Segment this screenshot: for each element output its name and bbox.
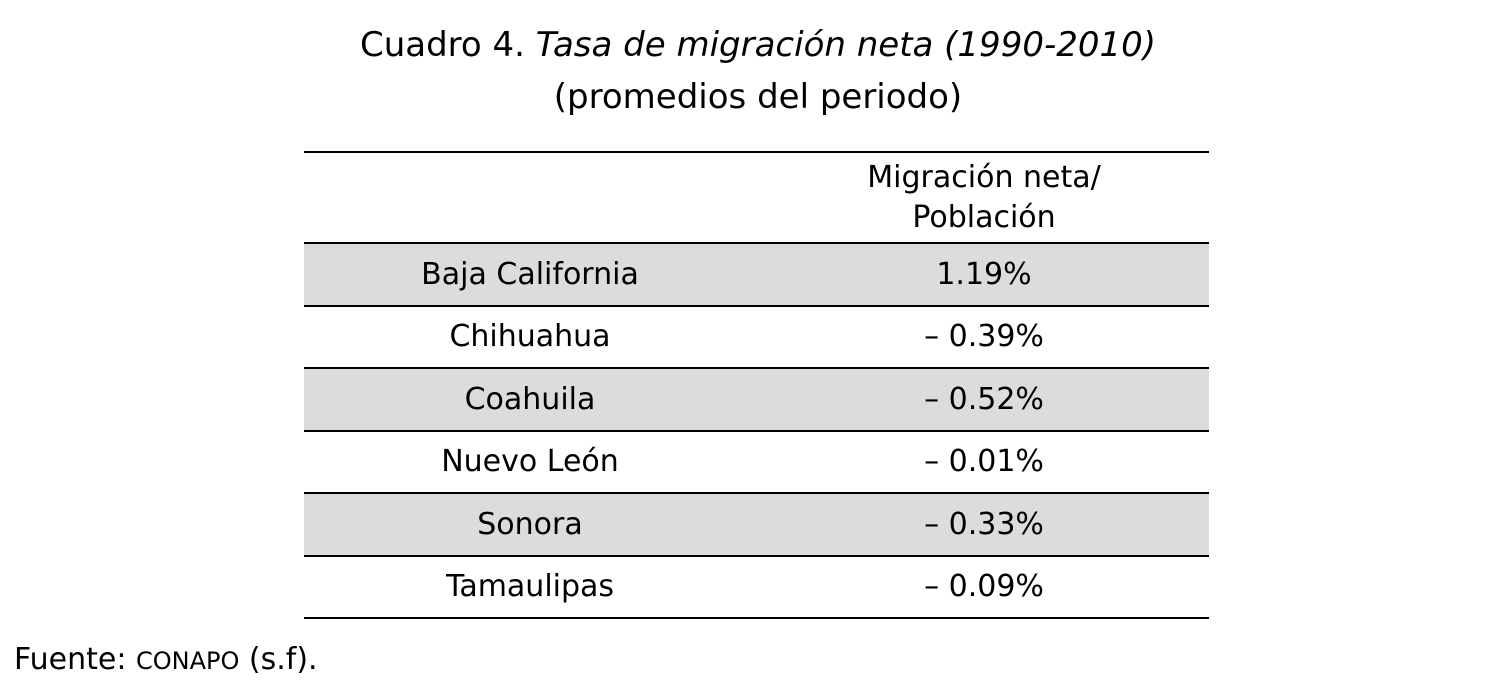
value-cell: – 0.52% — [924, 381, 1044, 417]
table-title: Cuadro 4. Tasa de migración neta (1990-2… — [0, 28, 1493, 62]
table-row: Chihuahua – 0.39% — [304, 307, 1209, 369]
table-row: Nuevo León – 0.01% — [304, 432, 1209, 494]
value-cell: – 0.09% — [924, 569, 1044, 605]
header-value-line1: Migración neta/ — [867, 159, 1101, 195]
table-row: Coahuila – 0.52% — [304, 369, 1209, 432]
value-cell: – 0.33% — [924, 506, 1044, 542]
title-prefix: Cuadro 4. — [359, 25, 525, 65]
source-label: Fuente: — [14, 642, 127, 677]
title-italic: Tasa de migración neta (1990-2010) — [535, 25, 1157, 65]
table-subtitle: (promedios del periodo) — [553, 77, 963, 117]
state-cell: Sonora — [477, 506, 583, 542]
state-cell: Nuevo León — [441, 444, 619, 480]
header-value: Migración neta/ Población — [756, 158, 1209, 238]
source-note: Fuente: CONAPO (s.f). — [14, 645, 318, 675]
table-row: Sonora – 0.33% — [304, 494, 1209, 557]
table-row: Baja California 1.19% — [304, 244, 1209, 307]
value-cell: 1.19% — [936, 256, 1032, 292]
header-value-line2: Población — [912, 199, 1056, 235]
value-cell: – 0.01% — [924, 444, 1044, 480]
source-org: CONAPO — [135, 647, 240, 675]
value-cell: – 0.39% — [924, 319, 1044, 355]
state-cell: Tamaulipas — [445, 569, 615, 605]
source-suffix: (s.f). — [248, 642, 318, 677]
table-header-row: Migración neta/ Población — [304, 153, 1209, 244]
state-cell: Baja California — [421, 256, 639, 292]
state-cell: Coahuila — [464, 381, 596, 417]
table-row: Tamaulipas – 0.09% — [304, 557, 1209, 619]
migration-table: Migración neta/ Población Baja Californi… — [304, 151, 1209, 619]
state-cell: Chihuahua — [449, 319, 611, 355]
